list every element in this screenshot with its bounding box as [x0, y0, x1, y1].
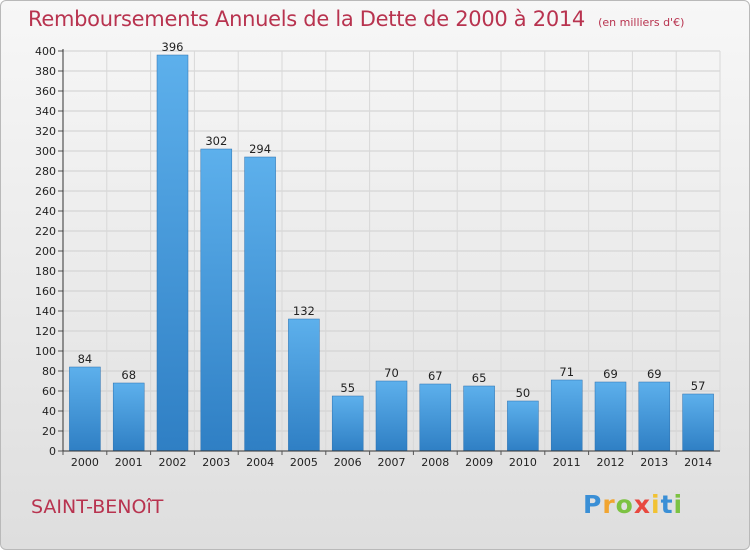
brand-letter: P — [583, 490, 603, 519]
x-tick-label: 2007 — [378, 456, 406, 469]
x-tick-label: 2005 — [290, 456, 318, 469]
y-tick-label: 100 — [35, 345, 56, 358]
bar — [419, 383, 452, 452]
bar — [331, 395, 364, 452]
bar — [463, 385, 495, 452]
brand-letter: x — [633, 490, 651, 519]
x-tick-label: 2004 — [246, 456, 274, 469]
brand-letter: o — [615, 490, 634, 519]
bar-value-label: 55 — [340, 381, 355, 395]
bar-value-label: 68 — [121, 368, 136, 382]
y-tick-label: 260 — [35, 185, 56, 198]
y-tick-label: 360 — [35, 85, 56, 98]
y-tick-label: 280 — [35, 165, 56, 178]
chart-title: Remboursements Annuels de la Dette de 20… — [28, 7, 585, 31]
bar-value-label: 71 — [559, 365, 574, 379]
bar — [507, 400, 539, 452]
bar-value-label: 70 — [384, 366, 399, 380]
brand-letter: t — [660, 490, 674, 519]
brand-letter: i — [673, 490, 684, 519]
y-tick-label: 320 — [35, 125, 56, 138]
y-tick-label: 120 — [35, 325, 56, 338]
y-tick-label: 340 — [35, 105, 56, 118]
bar — [594, 381, 627, 452]
x-tick-label: 2012 — [597, 456, 625, 469]
bar-value-label: 50 — [516, 386, 531, 400]
bar — [112, 382, 145, 452]
bar-value-label: 396 — [162, 40, 184, 54]
y-tick-label: 20 — [42, 425, 56, 438]
y-tick-label: 140 — [35, 305, 56, 318]
x-tick-label: 2008 — [421, 456, 449, 469]
x-tick-label: 2006 — [334, 456, 362, 469]
title-row: Remboursements Annuels de la Dette de 20… — [28, 7, 684, 31]
bar — [200, 148, 233, 452]
y-tick-label: 400 — [35, 45, 56, 58]
bar — [638, 381, 671, 452]
x-tick-label: 2002 — [159, 456, 187, 469]
bar-value-label: 57 — [691, 379, 706, 393]
y-tick-label: 300 — [35, 145, 56, 158]
axes-group: 0 20 40 60 80 100 120 140 160 180 200 220 240 260 280 3… — [35, 45, 720, 469]
brand-letter: i — [651, 490, 661, 519]
bar — [244, 156, 276, 452]
brand-letter: r — [602, 490, 616, 519]
y-tick-label: 240 — [35, 205, 56, 218]
x-tick-label: 2009 — [465, 456, 493, 469]
x-tick-label: 2003 — [202, 456, 230, 469]
commune-name: SAINT-BENOîT — [31, 496, 164, 518]
bar-value-label: 65 — [472, 371, 487, 385]
x-tick-label: 2011 — [553, 456, 581, 469]
y-tick-label: 180 — [35, 265, 56, 278]
bar-value-label: 294 — [249, 142, 271, 156]
x-tick-label: 2013 — [640, 456, 668, 469]
bars-group: 84 68 396 302 294 132 55 70 67 65 50 71 69 69 57 — [69, 40, 714, 452]
y-tick-label: 40 — [42, 405, 56, 418]
y-tick-label: 200 — [35, 245, 56, 258]
y-tick-label: 80 — [42, 365, 56, 378]
x-tick-label: 2001 — [115, 456, 143, 469]
x-tick-label: 2010 — [509, 456, 537, 469]
y-tick-label: 160 — [35, 285, 56, 298]
bar — [550, 379, 583, 452]
brand-logo: Proxiti — [583, 490, 683, 519]
bar — [288, 318, 320, 452]
bar — [156, 54, 189, 452]
bar-value-label: 84 — [78, 352, 93, 366]
bar-value-label: 67 — [428, 369, 443, 383]
y-tick-label: 0 — [49, 445, 56, 458]
y-tick-label: 220 — [35, 225, 56, 238]
chart-subtitle: (en milliers d'€) — [598, 16, 685, 29]
bar-value-label: 132 — [293, 304, 315, 318]
y-tick-label: 380 — [35, 65, 56, 78]
bar-value-label: 302 — [205, 134, 227, 148]
bar — [69, 366, 101, 452]
x-tick-label: 2014 — [684, 456, 712, 469]
bar-value-label: 69 — [647, 367, 662, 381]
bar-value-label: 69 — [603, 367, 618, 381]
bar — [375, 380, 408, 452]
y-tick-label: 60 — [42, 385, 56, 398]
x-tick-label: 2000 — [71, 456, 99, 469]
bar — [682, 393, 714, 452]
